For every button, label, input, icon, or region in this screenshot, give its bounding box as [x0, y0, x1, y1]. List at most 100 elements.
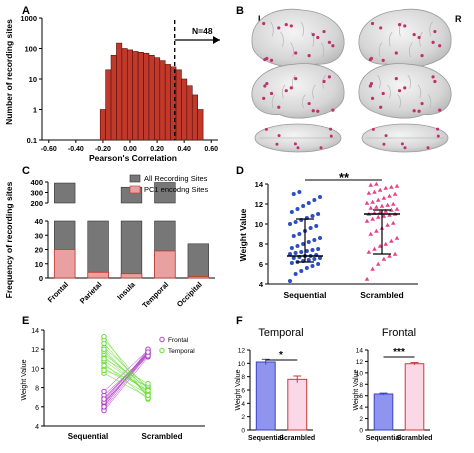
panel-c-y-tick-label: 30 — [35, 231, 43, 240]
brain-site-dot — [264, 127, 268, 131]
panel-d-point — [306, 240, 311, 244]
panel-a-bar — [132, 51, 139, 141]
brain-site-dot — [265, 56, 269, 61]
panel-c-x-tick-label: Parietal — [78, 280, 104, 306]
panel-e-pair-line — [103, 350, 149, 397]
brain-site-dot — [284, 89, 288, 93]
brain-sulcus — [409, 42, 413, 58]
panel-d-point — [387, 193, 392, 198]
brain-site-dot — [311, 109, 315, 113]
brain-sulcus — [377, 74, 381, 89]
panel-c-bar-encoding — [53, 249, 76, 279]
panel-f-frontal-y-tick-label: 4 — [359, 405, 363, 412]
panel-c-bar-encoding — [187, 276, 210, 279]
panel-a-bar — [126, 49, 134, 141]
panel-f-frontal-ylabel: Weight Value — [353, 369, 360, 410]
brain-site-dot — [433, 79, 437, 84]
panel-letter-c: C — [22, 165, 30, 177]
brain-sulcus — [270, 21, 274, 37]
panel-d-point — [375, 197, 381, 202]
panel-d-point — [366, 249, 372, 254]
panel-d-point — [291, 192, 296, 196]
panel-d-point — [374, 228, 379, 233]
panel-e-point — [101, 346, 107, 352]
brain-site-dot — [438, 44, 442, 48]
brain-site-dot — [412, 32, 416, 37]
panel-d-point — [308, 226, 313, 230]
panel-d-x-tick-label: Scrambled — [360, 290, 403, 300]
panel-a-bar — [175, 69, 182, 141]
panel-c-y-tick-label: 40 — [35, 217, 43, 226]
panel-d-point — [316, 247, 321, 251]
brain-site-dot — [381, 91, 385, 96]
brain-site-dot — [403, 86, 407, 90]
brain-site-dot — [269, 58, 274, 62]
panel-a-bar — [99, 109, 106, 141]
panel-a-bar — [191, 94, 198, 141]
panel-d-point — [295, 244, 300, 248]
panel-d-point — [364, 218, 370, 223]
panel-f-frontal-bar — [373, 393, 394, 431]
panel-f-frontal-bar — [404, 363, 425, 431]
panel-d-point — [377, 243, 383, 248]
panel-c-y-tick-label: 20 — [35, 246, 43, 255]
brain-site-dot — [436, 134, 440, 138]
panel-d-point — [385, 202, 390, 207]
brain-site-dot — [417, 35, 421, 40]
panel-d-y-tick-label: 6 — [259, 260, 263, 269]
panel-e-point — [145, 381, 151, 387]
brain-site-dot — [322, 79, 326, 84]
panel-e-pair-line — [103, 339, 149, 390]
panel-f-frontal-y-tick-label: 0 — [359, 428, 363, 435]
brain-sulcus — [399, 21, 403, 37]
panel-d-point — [394, 206, 400, 211]
panel-d-point — [364, 200, 370, 205]
brain-right-lateral — [358, 8, 452, 69]
panel-d-point — [377, 187, 383, 192]
brain-sulcus — [397, 94, 401, 109]
panel-e-y-tick-label: 12 — [31, 347, 39, 354]
panel-c-y-tick-label: 200 — [30, 199, 43, 208]
panel-f-temporal-bar — [255, 361, 276, 431]
panel-d-point — [370, 199, 375, 204]
panel-f-frontal: Frontal Weight Value *** 0 2 4 6 8 10 12 14 Sequ… — [353, 327, 432, 442]
panel-d-point — [375, 261, 381, 266]
brain-sulcus — [302, 94, 306, 109]
panel-f-frontal-y-tick-label: 6 — [359, 393, 363, 400]
panel-a-bar — [154, 57, 161, 141]
panel-a-y-tick-label: 100 — [24, 45, 37, 54]
panel-c-legend-swatch — [129, 185, 141, 194]
brain-site-dot — [331, 108, 335, 112]
brain-site-dot — [296, 146, 300, 150]
panel-f-temporal-y-tick-label: 12 — [238, 348, 246, 355]
brain-sulcus — [388, 31, 393, 47]
panel-c-y-tick-label: 300 — [30, 189, 43, 198]
panel-a-x-tick-label: 0.20 — [150, 146, 164, 153]
panel-e-pair-line — [103, 348, 149, 396]
brain-site-dot — [412, 109, 416, 113]
brain-site-dot — [371, 127, 375, 131]
panel-a-x-tick-label: -0.60 — [41, 146, 57, 153]
panel-d-point — [372, 189, 377, 194]
panel-e-pair-line — [103, 356, 149, 411]
panel-d-point — [293, 251, 298, 255]
brain-site-dot — [417, 109, 421, 113]
brain-site-dot — [368, 84, 372, 88]
panel-a-bar — [164, 64, 171, 141]
panel-d-point — [366, 190, 372, 195]
panel-f-frontal-title: Frontal — [382, 327, 416, 339]
panel-f-frontal-x-tick-label: Sequential — [366, 435, 401, 442]
panel-d-point — [389, 184, 394, 189]
panel-f-temporal-y-tick-label: 0 — [241, 428, 245, 435]
panel-e-legend-label: Temporal — [168, 348, 195, 355]
panel-a-bar — [148, 54, 155, 141]
panel-d-point — [306, 258, 311, 262]
panel-c-bar-all-lower — [87, 220, 109, 279]
panel-a-bar — [121, 48, 128, 141]
panel-d-point — [370, 216, 375, 221]
panel-d-point — [374, 204, 379, 209]
panel-d-significance: ** — [339, 170, 350, 185]
panel-d-point — [289, 261, 294, 265]
brain-site-dot — [431, 75, 435, 79]
brain-site-dot — [379, 105, 383, 109]
